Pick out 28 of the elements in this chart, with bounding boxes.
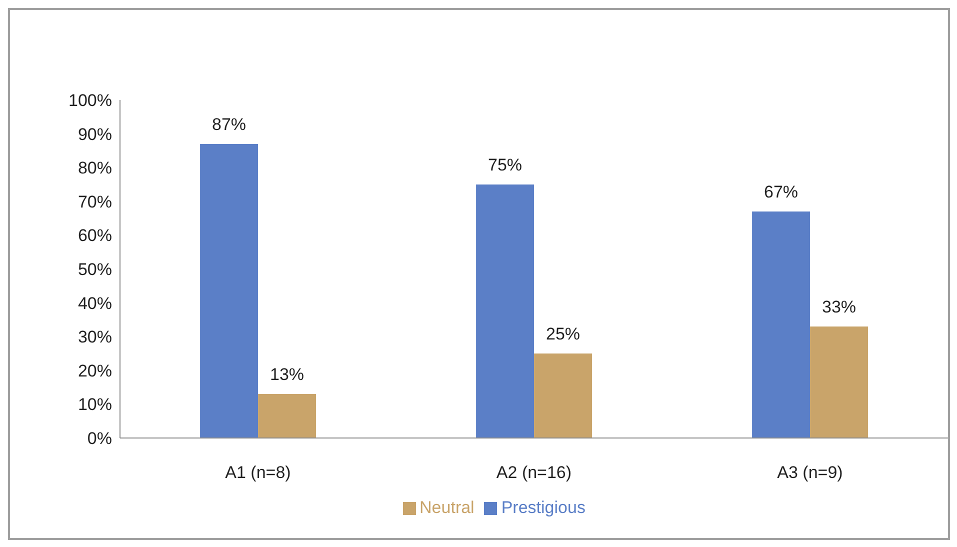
y-tick-label: 20%	[78, 361, 112, 380]
data-label: 67%	[764, 182, 798, 202]
x-tick-label: A1 (n=8)	[225, 463, 291, 482]
bar	[752, 212, 810, 438]
legend-label: Neutral	[420, 498, 474, 517]
y-tick-label: 100%	[68, 91, 112, 110]
y-tick-label: 80%	[78, 158, 112, 178]
data-label: 33%	[822, 297, 856, 316]
x-tick-label: A3 (n=9)	[777, 463, 843, 482]
y-tick-label: 10%	[78, 395, 112, 414]
y-tick-label: 70%	[78, 192, 112, 212]
data-label: 87%	[212, 114, 246, 134]
bar	[476, 184, 534, 438]
y-tick-label: 40%	[78, 294, 112, 313]
bar	[258, 394, 316, 438]
y-tick-label: 90%	[78, 124, 112, 144]
data-label: 13%	[270, 365, 304, 384]
data-label: 75%	[488, 156, 522, 174]
y-tick-label: 30%	[78, 328, 112, 347]
y-tick-label: 60%	[78, 226, 112, 246]
bar	[200, 144, 258, 438]
y-tick-label: 0%	[87, 429, 112, 448]
legend-label: Prestigious	[501, 498, 586, 517]
bar	[810, 326, 868, 438]
bar	[534, 354, 592, 438]
y-tick-label: 50%	[78, 260, 112, 280]
data-label: 25%	[546, 324, 580, 344]
x-tick-label: A2 (n=16)	[496, 463, 572, 482]
